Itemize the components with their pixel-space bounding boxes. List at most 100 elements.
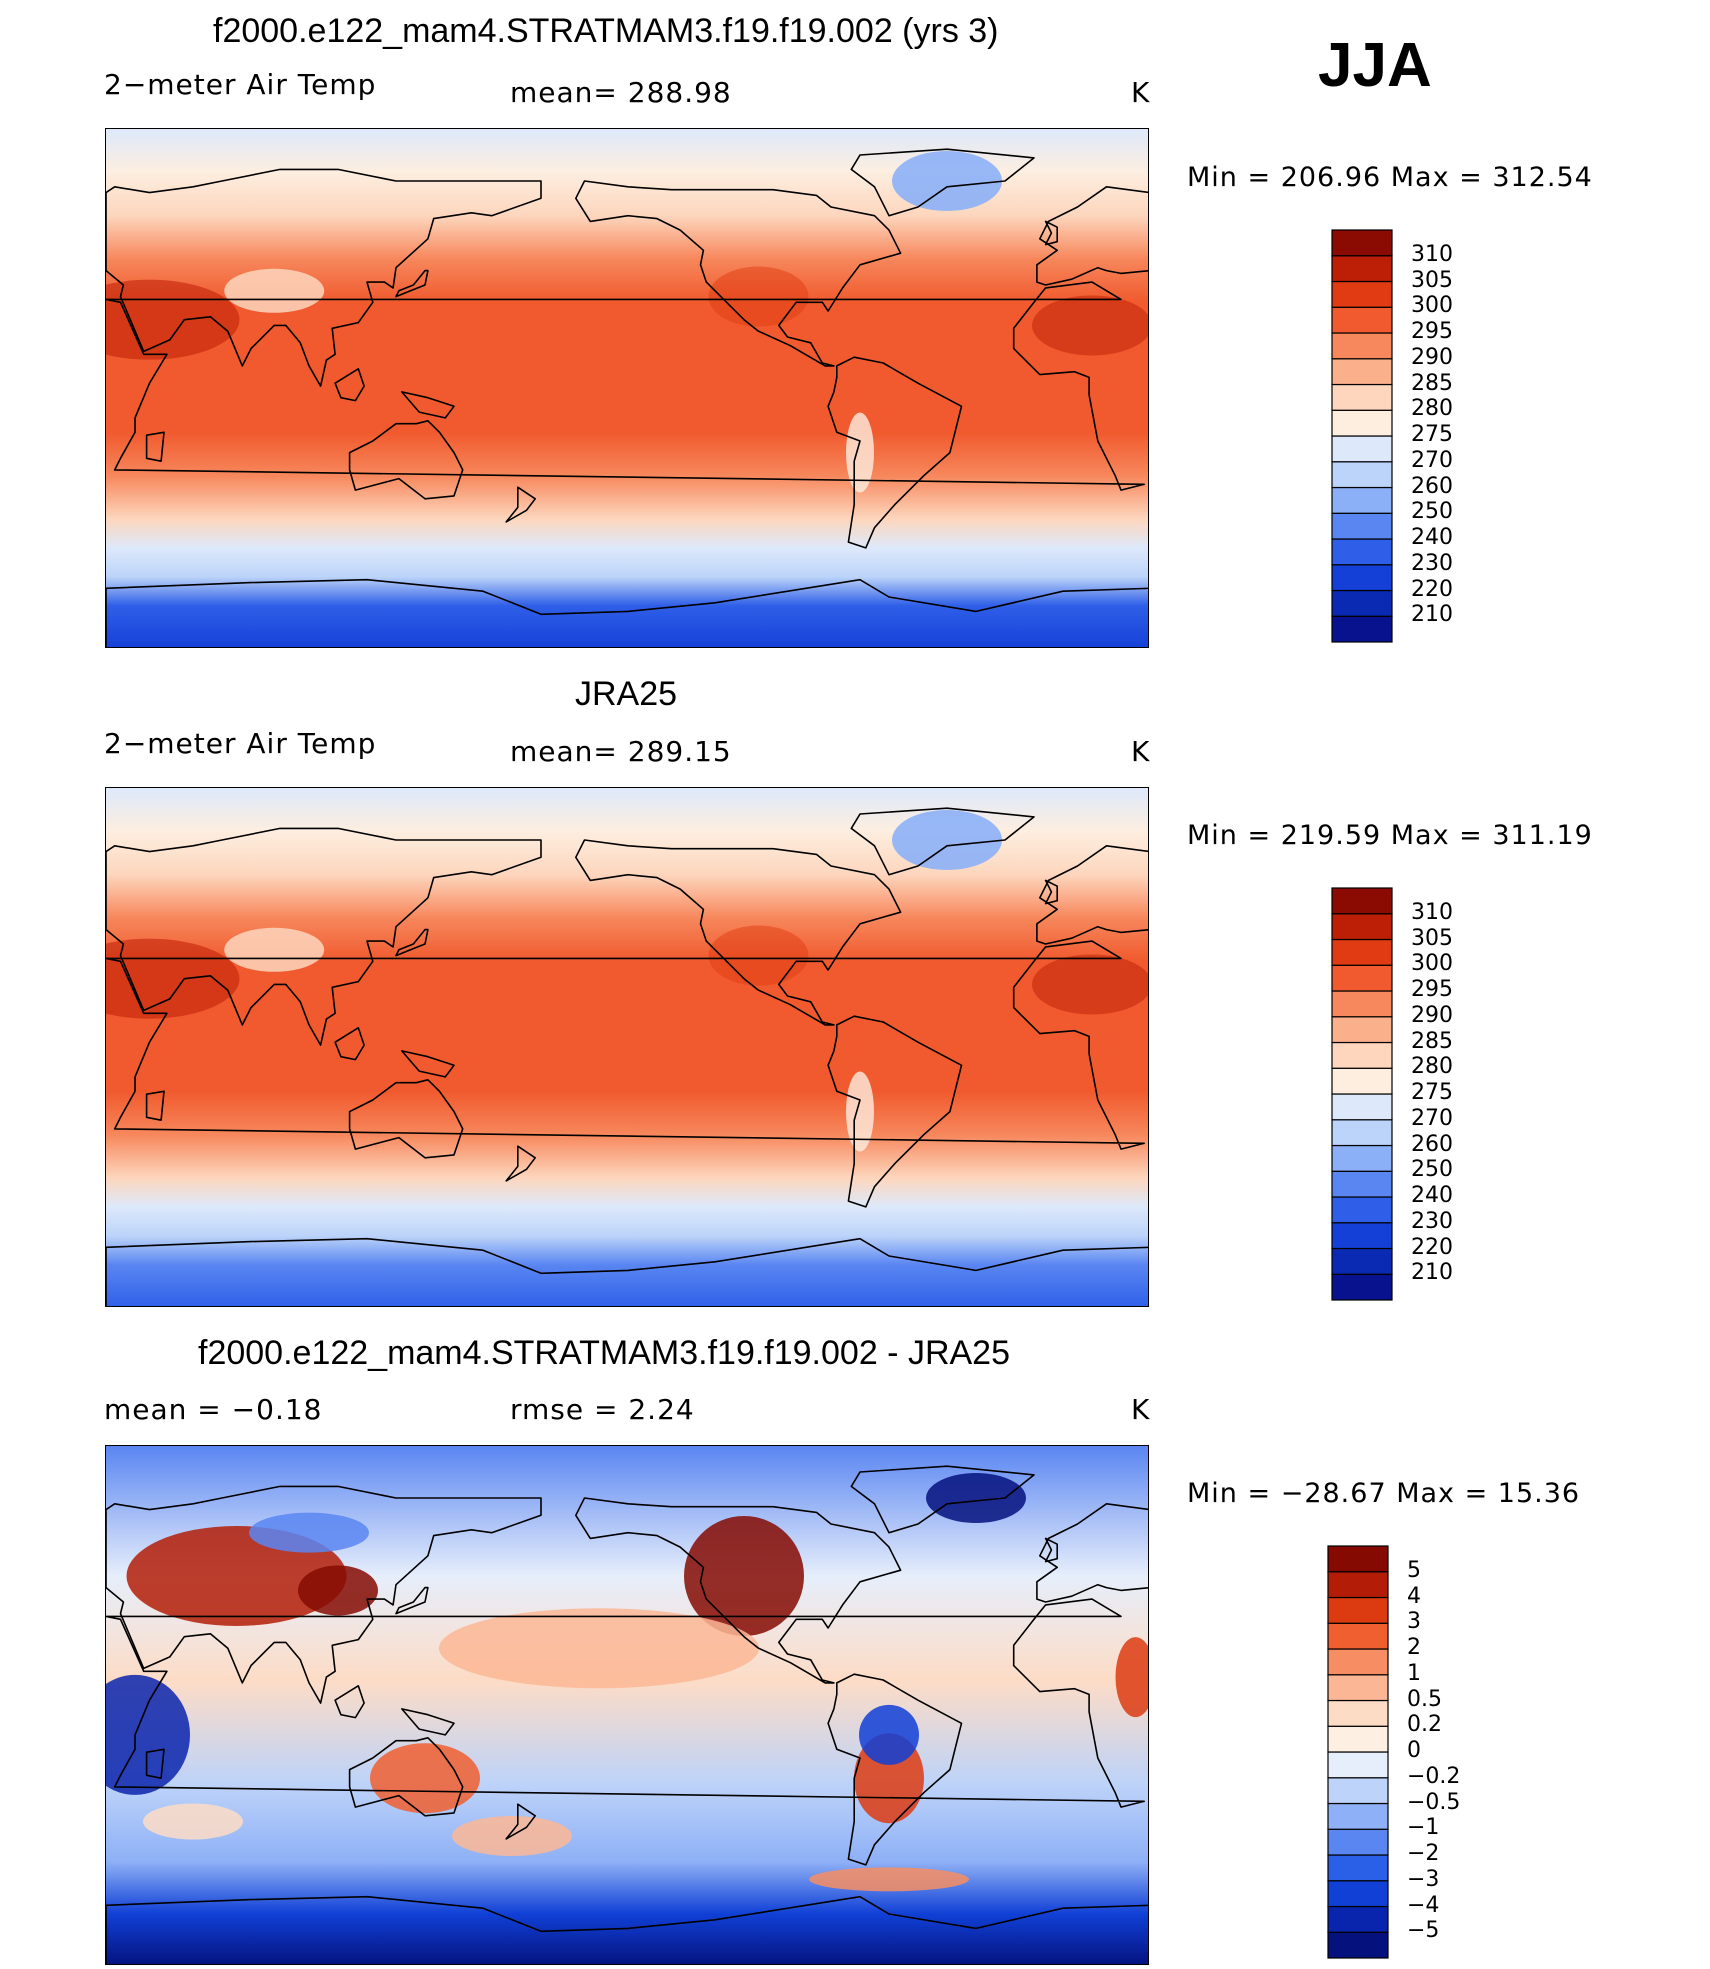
colorbar-tick-label: 295 xyxy=(1411,319,1453,344)
colorbar-swatch xyxy=(1331,461,1393,489)
cold-spot-tibet xyxy=(224,268,325,313)
madagascar-outline xyxy=(145,1090,165,1122)
australia-outline xyxy=(348,1078,464,1159)
eurasia-outline xyxy=(106,1485,542,1704)
colorbar-swatch xyxy=(1331,280,1393,308)
colorbar-swatch xyxy=(1331,1273,1393,1301)
colorbar-tick-label: 230 xyxy=(1411,1208,1453,1234)
antarctica-outline xyxy=(106,1237,1148,1306)
australia-outline xyxy=(348,1736,464,1817)
panel-model-minmax: Min = 206.96 Max = 312.54 xyxy=(1187,162,1593,193)
colorbar-tick-label: 250 xyxy=(1411,499,1453,525)
panel-diff-heatmap xyxy=(106,1446,1148,1964)
colorbar-swatch xyxy=(1331,306,1393,334)
colorbar-tick-label: 260 xyxy=(1411,473,1453,499)
panel-model-units: K xyxy=(1131,76,1151,109)
colorbar-swatch xyxy=(1327,1777,1389,1805)
colorbar-swatch xyxy=(1327,1751,1389,1779)
colorbar-swatch xyxy=(1327,1545,1389,1573)
panel-diff-colorbar: 5 4 3 2 1 0.5 0.2 0 −0.2 −0.5 −1 −2 −3 −4 −5 xyxy=(1327,1545,1460,1959)
colorbar-tick-label: 210 xyxy=(1411,602,1453,628)
colorbar-swatch xyxy=(1331,589,1393,617)
colorbar-swatch xyxy=(1327,1622,1389,1650)
colorbar-tick-label: 290 xyxy=(1411,1002,1453,1028)
north-america-outline xyxy=(574,1497,902,1684)
anomaly-blob xyxy=(370,1743,480,1814)
colorbar-swatch xyxy=(1327,1828,1389,1856)
colorbar-swatch xyxy=(1331,1222,1393,1250)
panel-model-map xyxy=(105,128,1149,648)
colorbar-tick-label: 280 xyxy=(1411,1054,1453,1080)
south-america-outline xyxy=(827,1015,963,1208)
africa-outline xyxy=(106,281,1145,491)
colorbar-swatch xyxy=(1331,938,1393,966)
colorbar-tick-label: 3 xyxy=(1407,1609,1421,1635)
colorbar-tick-label: 4 xyxy=(1407,1583,1421,1609)
colorbar-swatch xyxy=(1327,1699,1389,1727)
cold-spot-andes xyxy=(846,412,874,493)
japan-outline xyxy=(395,1586,429,1615)
colorbar-swatch xyxy=(1331,615,1393,643)
colorbar-swatch xyxy=(1331,1016,1393,1044)
colorbar-swatch xyxy=(1331,990,1393,1018)
panel-model-title: f2000.e122_mam4.STRATMAM3.f19.f19.002 (y… xyxy=(213,12,999,50)
colorbar-swatch xyxy=(1331,1119,1393,1147)
panel-model-mean-label: mean= 288.98 xyxy=(510,76,732,109)
borneo-outline xyxy=(334,1685,365,1719)
eurasia-outline xyxy=(106,827,542,1046)
colorbar-swatch xyxy=(1327,1674,1389,1702)
colorbar-tick-label: −5 xyxy=(1407,1918,1440,1944)
anomaly-blob xyxy=(809,1867,969,1892)
south-america-outline xyxy=(827,356,963,549)
colorbar-tick-label: 230 xyxy=(1411,550,1453,576)
colorbar-tick-label: 260 xyxy=(1411,1131,1453,1157)
colorbar-swatch xyxy=(1327,1571,1389,1599)
colorbar-tick-label: 290 xyxy=(1411,344,1453,370)
colorbar-tick-label: −3 xyxy=(1407,1866,1440,1892)
japan-outline xyxy=(395,928,429,957)
colorbar-swatch xyxy=(1327,1648,1389,1676)
greenland-outline xyxy=(850,807,1035,876)
colorbar-swatch xyxy=(1331,1247,1393,1275)
north-america-outline xyxy=(574,180,902,367)
panel-diff-mean-label: mean = −0.18 xyxy=(104,1393,323,1426)
colorbar-tick-label: 295 xyxy=(1411,977,1453,1002)
hot-spot-sahara xyxy=(1032,954,1148,1015)
nz-outline xyxy=(505,486,537,523)
colorbar-swatch xyxy=(1327,1880,1389,1908)
nz-outline xyxy=(505,1145,537,1182)
panel-model-heatmap xyxy=(106,129,1148,647)
japan-outline xyxy=(395,269,429,298)
colorbar-swatch xyxy=(1331,1041,1393,1069)
colorbar-tick-label: 0.5 xyxy=(1407,1686,1442,1712)
colorbar-tick-label: −4 xyxy=(1407,1892,1440,1918)
africa-outline xyxy=(106,1598,1145,1808)
eurasia-outline xyxy=(106,168,542,387)
colorbar-swatch xyxy=(1331,435,1393,463)
australia-outline xyxy=(348,419,464,500)
colorbar-tick-label: 240 xyxy=(1411,1183,1453,1208)
colorbar-swatch xyxy=(1331,964,1393,992)
borneo-outline xyxy=(334,368,365,402)
colorbar-tick-label: 5 xyxy=(1407,1557,1421,1583)
colorbar-swatch xyxy=(1331,1067,1393,1095)
panel-obs-heatmap xyxy=(106,788,1148,1306)
colorbar-tick-label: −0.5 xyxy=(1407,1789,1461,1815)
panel-diff-rmse-label: rmse = 2.24 xyxy=(510,1393,695,1426)
colorbar-swatch xyxy=(1331,913,1393,941)
borneo-outline xyxy=(334,1027,365,1061)
colorbar-swatch xyxy=(1331,486,1393,514)
uk-outline xyxy=(1044,220,1059,246)
antarctica-outline xyxy=(106,578,1148,647)
hot-spot-na xyxy=(708,266,809,327)
colorbar-swatch xyxy=(1331,512,1393,540)
colorbar-tick-label: 275 xyxy=(1411,1080,1453,1105)
season-label: JJA xyxy=(1318,31,1432,100)
colorbar-tick-label: 310 xyxy=(1411,241,1453,267)
africa-outline xyxy=(106,940,1145,1150)
panel-obs-variable-label: 2−meter Air Temp xyxy=(104,727,377,760)
colorbar-tick-label: 2 xyxy=(1407,1635,1421,1660)
colorbar-swatch xyxy=(1331,564,1393,592)
panel-diff-map xyxy=(105,1445,1149,1965)
colorbar-swatch xyxy=(1331,409,1393,437)
